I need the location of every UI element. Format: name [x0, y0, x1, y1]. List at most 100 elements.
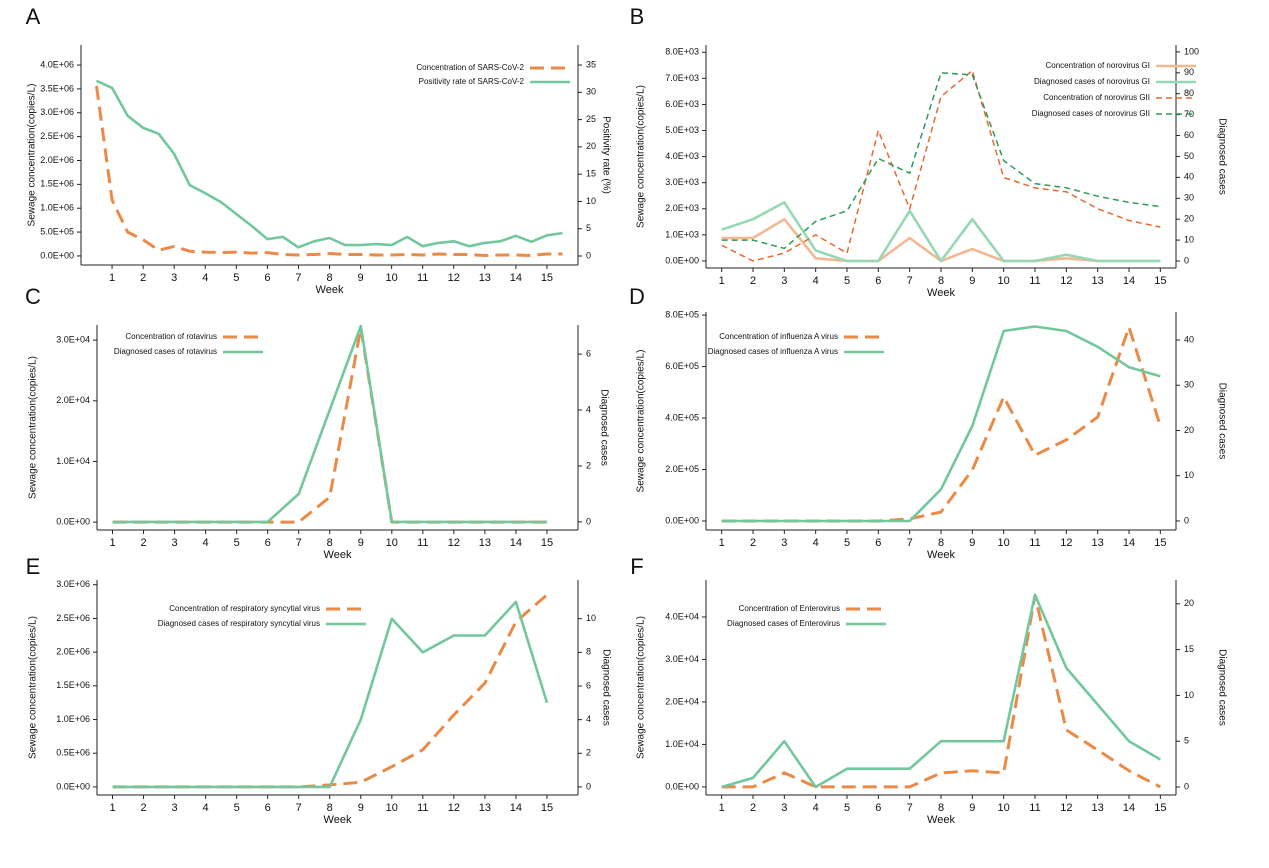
x-tick-label: 12	[448, 537, 460, 549]
legend-label: Concentration of respiratory syncytial v…	[169, 604, 320, 613]
x-tick-label: 2	[140, 537, 146, 549]
y2-tick-label: 6	[586, 680, 591, 690]
x-tick-label: 11	[417, 802, 428, 814]
y-tick-label: 0.0E+00	[56, 516, 90, 526]
x-tick-label: 14	[1123, 802, 1135, 814]
y2-tick-label: 25	[586, 114, 596, 124]
y2-tick-label: 10	[1184, 234, 1194, 244]
y2-tick-label: 60	[1184, 130, 1194, 140]
y2-tick-label: 20	[1184, 214, 1194, 224]
y2-tick-label: 5	[1184, 736, 1189, 746]
series-line	[721, 594, 1161, 789]
y-tick-label: 0.0E+00	[40, 250, 74, 260]
y-tick-label: 3.0E+03	[665, 177, 699, 187]
x-tick-label: 15	[1154, 537, 1166, 549]
y-axis-title: Sewage concentration(copies/L)	[28, 356, 39, 499]
x-tick-label: 9	[969, 802, 975, 814]
x-tick-label: 12	[1060, 802, 1072, 814]
series-line	[112, 600, 549, 789]
y2-tick-label: 20	[1184, 425, 1194, 435]
y-tick-label: 3.0E+06	[56, 579, 90, 589]
y-axis-title: Sewage concentration(copies/L)	[28, 616, 39, 759]
x-tick-label: 4	[202, 272, 208, 284]
panel-label: E	[26, 554, 41, 579]
y2-tick-label: 4	[586, 714, 591, 724]
x-tick-label: 4	[203, 802, 209, 814]
x-tick-label: 7	[295, 272, 301, 284]
series-line	[112, 326, 547, 524]
x-tick-label: 8	[326, 272, 332, 284]
x-tick-label: 1	[719, 537, 725, 549]
y-tick-label: 3.0E+04	[56, 335, 90, 345]
y2-tick-label: 50	[1184, 151, 1194, 161]
y2-tick-label: 0	[1184, 255, 1189, 265]
x-tick-label: 4	[813, 802, 819, 814]
y2-axis-title: Diagnosed cases	[1216, 383, 1227, 460]
y-tick-label: 1.0E+06	[56, 714, 90, 724]
x-tick-label: 8	[938, 275, 944, 287]
x-tick-label: 11	[417, 272, 428, 284]
x-tick-label: 9	[358, 802, 364, 814]
y-tick-label: 0.0E+00	[665, 781, 699, 791]
y-tick-label: 2.0E+05	[665, 464, 699, 474]
x-tick-label: 7	[907, 275, 913, 287]
x-tick-label: 12	[1060, 275, 1072, 287]
x-tick-label: 6	[265, 802, 271, 814]
y-tick-label: 0.0E+00	[665, 515, 699, 525]
legend-label: Diagnosed cases of influenza A virus	[708, 347, 838, 356]
y-tick-label: 8.0E+05	[665, 309, 699, 319]
x-tick-label: 1	[109, 802, 115, 814]
x-tick-label: 6	[875, 275, 881, 287]
x-tick-label: 3	[781, 275, 787, 287]
x-tick-label: 3	[781, 802, 787, 814]
y-axis-title: Sewage concentration(copies/L)	[27, 84, 38, 227]
y2-axis-title: Positivity rate (%)	[600, 116, 611, 194]
legend-label: Diagnosed cases of Enterovirus	[727, 619, 840, 628]
series-line	[721, 325, 1162, 523]
x-tick-label: 6	[875, 537, 881, 549]
x-tick-label: 8	[938, 802, 944, 814]
series-line	[721, 72, 1161, 250]
y2-tick-label: 2	[586, 748, 591, 758]
y-tick-label: 8.0E+03	[665, 47, 699, 57]
x-tick-label: 7	[907, 802, 913, 814]
series-line	[721, 201, 1161, 263]
x-tick-label: 2	[750, 275, 756, 287]
y-tick-label: 2.5E+06	[56, 613, 90, 623]
x-tick-label: 5	[844, 537, 850, 549]
legend-label: Concentration of norovirus GI	[1046, 61, 1151, 70]
x-tick-label: 15	[1154, 802, 1166, 814]
x-tick-label: 5	[844, 275, 850, 287]
x-tick-label: 9	[358, 272, 364, 284]
y2-tick-label: 40	[1184, 172, 1194, 182]
y2-tick-label: 10	[1184, 690, 1194, 700]
legend-label: Diagnosed cases of respiratory syncytial…	[158, 619, 320, 628]
y-tick-label: 2.0E+04	[665, 696, 699, 706]
x-tick-label: 4	[813, 275, 819, 287]
x-tick-label: 8	[327, 537, 333, 549]
x-tick-label: 6	[264, 272, 270, 284]
y-tick-label: 2.0E+03	[665, 203, 699, 213]
x-tick-label: 15	[541, 802, 553, 814]
x-tick-label: 10	[998, 802, 1010, 814]
x-tick-label: 13	[1092, 802, 1104, 814]
y-tick-label: 1.0E+06	[40, 203, 74, 213]
y2-tick-label: 10	[586, 196, 596, 206]
panel-label: F	[630, 554, 643, 579]
y-tick-label: 1.5E+06	[40, 179, 74, 189]
x-tick-label: 9	[358, 537, 364, 549]
legend-label: Concentration of influenza A virus	[719, 332, 838, 341]
y-axis-title: Sewage concentration(copies/L)	[636, 616, 647, 759]
legend-label: Positivity rate of SARS-CoV-2	[419, 77, 525, 86]
x-tick-label: 5	[233, 272, 239, 284]
x-tick-label: 2	[140, 802, 146, 814]
series-line	[721, 325, 1161, 523]
panel-label: C	[25, 284, 41, 309]
series-line	[112, 324, 547, 524]
y-tick-label: 0.5E+06	[56, 748, 90, 758]
x-tick-label: 8	[327, 802, 333, 814]
y-tick-label: 1.0E+04	[56, 456, 90, 466]
x-tick-label: 13	[1092, 537, 1104, 549]
panel-label: D	[629, 284, 645, 309]
